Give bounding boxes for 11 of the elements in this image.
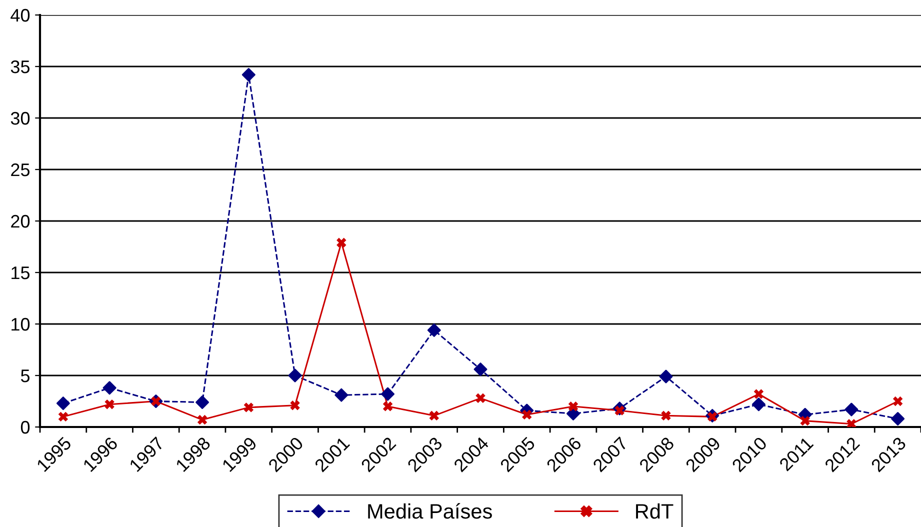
y-tick-label: 20 [11, 214, 30, 228]
y-tick-label: 40 [10, 8, 30, 22]
legend-label: RdT [636, 503, 674, 519]
y-tick-label: 0 [20, 420, 30, 434]
y-tick-label: 15 [12, 266, 30, 280]
y-tick-label: 30 [10, 112, 30, 125]
y-tick-label: 10 [12, 318, 30, 331]
legend-label: Media Países [368, 503, 492, 519]
y-tick-label: 35 [10, 60, 30, 74]
y-tick-label: 25 [11, 163, 30, 176]
y-tick-label: 5 [20, 370, 30, 382]
